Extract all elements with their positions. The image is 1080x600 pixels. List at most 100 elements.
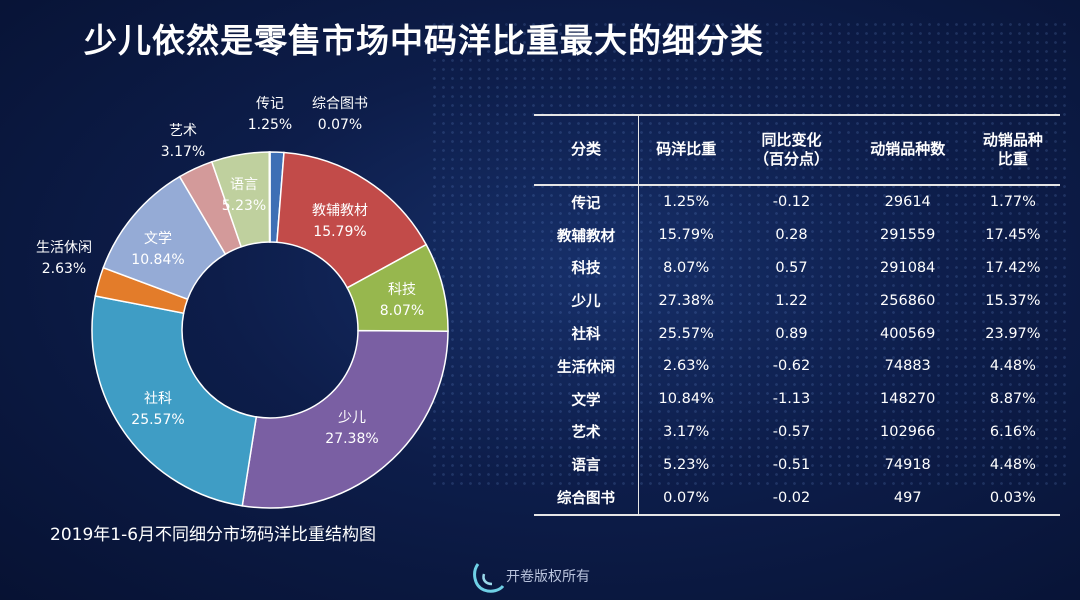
slice-label-value: 2.63%: [42, 261, 86, 277]
table-cell: 社科: [534, 317, 639, 350]
slice-label-name: 少儿: [338, 410, 366, 426]
table-cell: 3.17%: [663, 423, 710, 440]
data-table: 分类 码洋比重 同比变化 （百分点） 动销品种数 动销品种 比重 传记 1.25% -0.12 2…: [534, 114, 1060, 516]
table-cell: 497: [849, 481, 966, 516]
table-cell: 74918: [884, 456, 931, 473]
slice-label-name: 艺术: [169, 123, 197, 139]
slice-label-value: 27.38%: [325, 431, 378, 447]
slice-label-value: 10.84%: [131, 252, 184, 268]
table-cell: 0.28: [775, 227, 808, 244]
table-cell: 10.84%: [658, 391, 714, 408]
slice-label-value: 5.23%: [222, 198, 266, 214]
table-cell: 291559: [880, 227, 936, 244]
table-cell: 291084: [880, 259, 936, 276]
table-cell: 传记: [534, 185, 639, 219]
slice-label-1: 教辅教材 15.79%: [312, 203, 368, 240]
table-cell: 科技: [534, 251, 639, 285]
table-cell: 1.22: [775, 292, 808, 309]
table-cell: 0.07%: [638, 481, 734, 516]
slice-label-9: 综合图书 0.07%: [312, 96, 368, 133]
slice-label-4: 社科 25.57%: [131, 391, 184, 428]
slice-label-name: 综合图书: [312, 96, 368, 112]
table-cell: 1.77%: [989, 194, 1036, 211]
table-row: 文学 10.84% -1.13 148270 8.87%: [534, 382, 1060, 416]
column-header: 同比变化 （百分点）: [733, 114, 850, 186]
table-cell: 6.16%: [989, 423, 1036, 440]
table-cell: 教辅教材: [534, 218, 639, 252]
table-cell: 0.03%: [965, 481, 1060, 516]
table-row: 少儿 27.38% 1.22 256860 15.37%: [534, 284, 1060, 318]
table-cell: 0.89: [775, 325, 808, 342]
slice-label-name: 传记: [256, 96, 284, 112]
table-cell: -0.12: [772, 194, 811, 211]
table-row: 社科 25.57% 0.89 400569 23.97%: [534, 317, 1060, 350]
table-cell: 400569: [880, 325, 936, 342]
slice-label-value: 3.17%: [161, 144, 205, 160]
table-header-row: 分类 码洋比重 同比变化 （百分点） 动销品种数 动销品种 比重: [534, 114, 1060, 186]
slice-label-name: 科技: [388, 282, 416, 298]
slice-label-7: 艺术 3.17%: [161, 123, 205, 160]
table-cell: 5.23%: [663, 456, 710, 473]
table-cell: 1.25%: [663, 194, 710, 211]
slice-label-value: 1.25%: [248, 117, 292, 133]
chart-caption: 2019年1-6月不同细分市场码洋比重结构图: [50, 525, 377, 545]
column-header: 码洋比重: [638, 114, 734, 186]
slice-label-3: 少儿 27.38%: [325, 410, 378, 447]
table-cell: 29614: [884, 194, 931, 211]
table-cell: 17.45%: [985, 227, 1041, 244]
table-row: 教辅教材 15.79% 0.28 291559 17.45%: [534, 218, 1060, 252]
table-cell: 综合图书: [534, 481, 639, 516]
slice-label-name: 语言: [230, 177, 258, 193]
table-cell: 4.48%: [989, 358, 1036, 375]
table-cell: 27.38%: [658, 292, 714, 309]
table-row: 生活休闲 2.63% -0.62 74883 4.48%: [534, 349, 1060, 383]
page-title: 少儿依然是零售市场中码洋比重最大的细分类: [84, 21, 764, 60]
slice-label-value: 25.57%: [131, 412, 184, 428]
table-row: 传记 1.25% -0.12 29614 1.77%: [534, 185, 1060, 219]
table-cell: -0.02: [733, 481, 850, 516]
slice-label-name: 文学: [144, 231, 172, 247]
table-cell: 148270: [880, 391, 936, 408]
column-header: 分类: [534, 114, 639, 186]
table-cell: 256860: [880, 292, 936, 309]
table-cell: 8.87%: [989, 391, 1036, 408]
donut-slice-3: [241, 329, 449, 509]
slice-label-value: 0.07%: [318, 117, 362, 133]
donut-slice-4: [91, 295, 258, 507]
table-cell: 15.37%: [985, 292, 1041, 309]
table-cell: -1.13: [772, 391, 811, 408]
table-cell: -0.51: [772, 456, 811, 473]
table-cell: -0.57: [772, 423, 811, 440]
table-cell: 102966: [880, 423, 936, 440]
table-cell: 少儿: [534, 284, 639, 318]
table-cell: 艺术: [534, 415, 639, 449]
table-cell: 8.07%: [663, 259, 710, 276]
table-row: 综合图书 0.07% -0.02 497 0.03%: [534, 481, 1060, 516]
slice-label-6: 文学 10.84%: [131, 231, 184, 268]
table-cell: 23.97%: [985, 325, 1041, 342]
slice-label-name: 教辅教材: [312, 203, 368, 219]
slice-label-2: 科技 8.07%: [380, 282, 424, 319]
publisher-logo-icon: [473, 563, 504, 593]
table-cell: 生活休闲: [534, 349, 639, 383]
column-header: 动销品种 比重: [965, 114, 1060, 186]
table-cell: 4.48%: [989, 456, 1036, 473]
table-cell: 15.79%: [658, 227, 714, 244]
slice-label-name: 生活休闲: [36, 240, 92, 256]
column-header: 动销品种数: [849, 114, 966, 186]
table-cell: 25.57%: [658, 325, 714, 342]
table-cell: 语言: [534, 448, 639, 482]
table-row: 艺术 3.17% -0.57 102966 6.16%: [534, 415, 1060, 449]
table-cell: 文学: [534, 382, 639, 416]
table-cell: -0.62: [772, 358, 811, 375]
slice-label-5: 生活休闲 2.63%: [36, 240, 92, 277]
table-body: 传记 1.25% -0.12 29614 1.77% 教辅教材 15.79% 0.28 2915…: [534, 185, 1060, 516]
slice-label-value: 8.07%: [380, 303, 424, 319]
table-cell: 0.57: [775, 259, 808, 276]
donut-chart: 传记 1.25% 教辅教材 15.79% 科技 8.07% 少儿 27.38% 社科 25.57%…: [36, 96, 449, 509]
donut-slice-9: [268, 151, 271, 243]
slice-label-8: 语言 5.23%: [222, 177, 266, 214]
watermark-text: 开卷版权所有: [506, 569, 590, 585]
table-cell: 17.42%: [985, 259, 1041, 276]
table-row: 语言 5.23% -0.51 74918 4.48%: [534, 448, 1060, 482]
